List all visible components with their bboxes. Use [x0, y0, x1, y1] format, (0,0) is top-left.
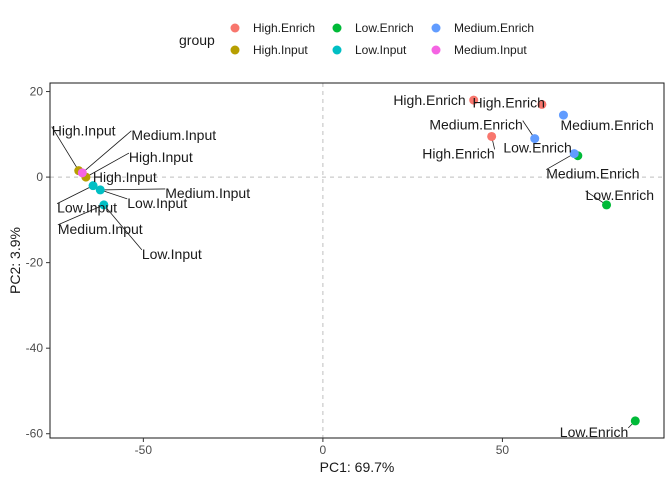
point-low-enrich	[630, 416, 640, 426]
label-leader-line	[100, 188, 166, 191]
y-tick-label: 20	[30, 85, 44, 99]
x-tick-label: 50	[496, 443, 510, 457]
x-axis-title: PC1: 69.7%	[320, 459, 395, 475]
point-label: High.Enrich	[393, 92, 465, 108]
point-high-enrich	[487, 131, 497, 141]
point-label: High.Input	[52, 123, 116, 139]
legend-label: High.Input	[253, 43, 308, 57]
point-label: High.Enrich	[473, 94, 545, 110]
legend-label: Medium.Enrich	[454, 21, 534, 35]
legend-key-high-enrich	[230, 23, 240, 33]
legend-label: Low.Input	[355, 43, 407, 57]
legend-key-high-input	[230, 45, 240, 55]
label-leader-line	[56, 185, 94, 205]
x-tick-label: -50	[135, 443, 153, 457]
point-medium-enrich	[569, 149, 579, 159]
plot-frame	[49, 82, 665, 439]
point-low-input	[88, 181, 98, 191]
legend: group High.Enrich High.Input Low.Enrich Low…	[179, 21, 534, 57]
point-labels: High.Enrich High.Enrich High.Enrich Medium.…	[52, 92, 654, 440]
y-tick-label: -20	[26, 256, 44, 270]
point-label: Low.Input	[142, 246, 202, 262]
y-axis: 20 0 -20 -40 -60	[26, 85, 50, 441]
point-high-enrich	[469, 95, 479, 105]
plot-background	[50, 83, 664, 438]
y-tick-label: 0	[36, 170, 43, 184]
y-tick-label: -40	[26, 341, 44, 355]
legend-entries: High.Enrich High.Input Low.Enrich Low.Input…	[230, 21, 534, 57]
label-leader-line	[546, 153, 575, 170]
point-label: Low.Enrich	[586, 187, 654, 203]
label-leader-line	[85, 152, 130, 178]
point-label: Low.Input	[127, 195, 187, 211]
legend-key-low-input	[332, 45, 342, 55]
legend-key-medium-input	[431, 45, 441, 55]
reference-lines	[50, 83, 664, 438]
point-low-input	[95, 185, 105, 195]
point-label: Medium.Input	[165, 185, 250, 201]
label-leader-line	[100, 189, 128, 200]
label-leader-line	[51, 126, 80, 171]
legend-label: Medium.Input	[454, 43, 527, 57]
y-axis-title: PC2: 3.9%	[7, 227, 23, 294]
legend-label: Low.Enrich	[355, 21, 414, 35]
point-low-enrich	[602, 200, 612, 210]
x-tick-label: 0	[320, 443, 327, 457]
plot-area: High.Enrich High.Enrich High.Enrich Medium.…	[49, 82, 665, 440]
label-leader-line	[82, 130, 132, 174]
y-tick-label: -60	[26, 427, 44, 441]
point-low-input	[99, 200, 109, 210]
legend-key-medium-enrich	[431, 23, 441, 33]
point-label: High.Input	[93, 169, 157, 185]
point-label: High.Input	[129, 149, 193, 165]
point-medium-input	[77, 168, 87, 178]
data-points	[74, 95, 640, 426]
point-medium-enrich	[530, 134, 540, 144]
x-axis: -50 0 50	[135, 438, 510, 457]
point-label: Medium.Enrich	[546, 166, 639, 182]
legend-label: High.Enrich	[253, 21, 315, 35]
point-label: Low.Input	[57, 200, 117, 216]
point-label: Medium.Enrich	[429, 117, 522, 133]
point-label: Medium.Enrich	[560, 117, 653, 133]
point-label: Medium.Input	[131, 127, 216, 143]
point-label: High.Enrich	[422, 145, 494, 161]
label-leader-line	[57, 204, 105, 226]
point-label: Low.Enrich	[503, 140, 571, 156]
label-leader-line	[103, 204, 143, 251]
legend-title: group	[179, 32, 215, 48]
point-medium-enrich	[558, 110, 568, 120]
point-label: Low.Enrich	[560, 424, 628, 440]
point-label: Medium.Input	[58, 221, 143, 237]
legend-key-low-enrich	[332, 23, 342, 33]
point-high-enrich	[537, 99, 547, 109]
